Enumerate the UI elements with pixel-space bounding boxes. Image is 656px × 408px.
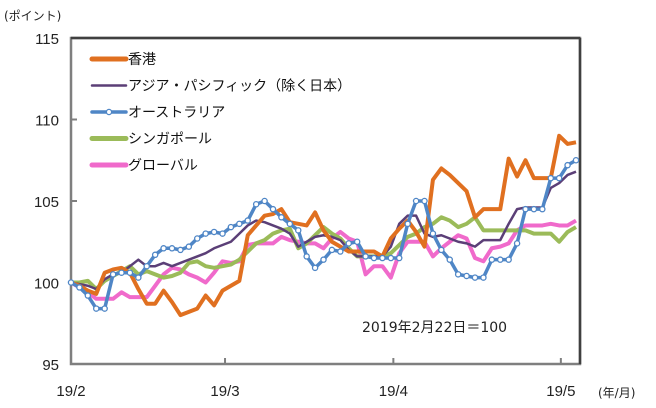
- series-point: [244, 217, 251, 224]
- series-point: [564, 161, 571, 169]
- series-point: [429, 230, 437, 237]
- series-point: [151, 251, 159, 259]
- series-point: [522, 205, 529, 213]
- series-point: [168, 245, 176, 252]
- series-point: [160, 245, 167, 252]
- series-point: [261, 197, 268, 205]
- series-point: [496, 256, 504, 263]
- series-point: [135, 274, 142, 281]
- y-tick-label: 115: [35, 31, 59, 48]
- series-point: [539, 205, 546, 213]
- series-line-4: [69, 218, 578, 301]
- series-point: [101, 305, 108, 312]
- series-point: [303, 253, 310, 260]
- x-tick-label: 19/3: [210, 383, 239, 400]
- series-point: [311, 264, 319, 272]
- series-point: [202, 230, 209, 237]
- series-point: [126, 269, 134, 276]
- series-point: [236, 220, 243, 228]
- series-point: [530, 205, 538, 213]
- series-point: [480, 274, 487, 281]
- legend-label: アジア・パシフィック（除く日本）: [128, 79, 351, 95]
- series-point: [404, 220, 411, 228]
- series-point: [362, 253, 369, 260]
- series-point: [454, 271, 462, 278]
- series-point: [93, 305, 100, 312]
- series-point: [337, 248, 344, 255]
- series-point: [177, 246, 184, 254]
- series-point: [227, 223, 235, 231]
- series-point: [76, 284, 83, 291]
- series-point: [387, 254, 395, 262]
- x-tick-label: 19/2: [56, 383, 85, 400]
- series-point: [345, 240, 352, 247]
- series-layer: [67, 133, 580, 318]
- legend-label: グローバル: [128, 158, 198, 174]
- series-point: [193, 235, 201, 242]
- x-tick-label: 19/5: [546, 383, 575, 400]
- series-point: [463, 272, 470, 280]
- x-tick-label: 19/4: [379, 383, 408, 400]
- series-point: [278, 214, 285, 221]
- series-point: [118, 269, 125, 276]
- series-point: [438, 246, 445, 254]
- series-point: [320, 256, 327, 263]
- series-point: [353, 238, 361, 245]
- y-tick-label: 110: [35, 113, 59, 130]
- series-point: [412, 197, 420, 205]
- legend-label: 香港: [128, 52, 156, 68]
- series-point: [294, 227, 302, 234]
- series-point: [370, 254, 378, 262]
- y-tick-label: 105: [34, 194, 59, 211]
- series-point: [513, 240, 521, 247]
- y-tick-label: 95: [42, 357, 59, 374]
- series-point: [379, 254, 386, 262]
- series-point: [446, 256, 453, 263]
- series-point: [555, 174, 563, 182]
- y-tick-label: 100: [34, 276, 59, 293]
- series-point: [252, 201, 260, 208]
- y-axis-unit-label: (ポイント): [4, 9, 61, 23]
- base-date-annotation: 2019年2月22日＝100: [362, 320, 507, 336]
- series-line-0: [70, 133, 577, 318]
- series-point: [109, 271, 117, 278]
- series-line-1: [70, 170, 577, 291]
- series-point: [143, 262, 150, 270]
- x-axis-unit-label: (年/月): [598, 386, 635, 400]
- series-point: [210, 228, 218, 236]
- series-point: [395, 254, 403, 262]
- series-point: [572, 156, 580, 164]
- series-point: [219, 230, 226, 237]
- series-point: [488, 256, 496, 263]
- series-point: [286, 220, 294, 228]
- series-point: [421, 197, 428, 205]
- series-point: [328, 246, 336, 254]
- series-point: [269, 205, 277, 213]
- series-point: [67, 279, 75, 286]
- series-point: [505, 256, 512, 263]
- legend-label: オーストラリア: [128, 105, 225, 121]
- series-point: [84, 292, 92, 299]
- legend-marker: [105, 108, 113, 116]
- series-point: [471, 274, 479, 281]
- series-point: [185, 243, 193, 250]
- legend-label: シンガポール: [128, 132, 212, 148]
- series-point: [547, 174, 555, 182]
